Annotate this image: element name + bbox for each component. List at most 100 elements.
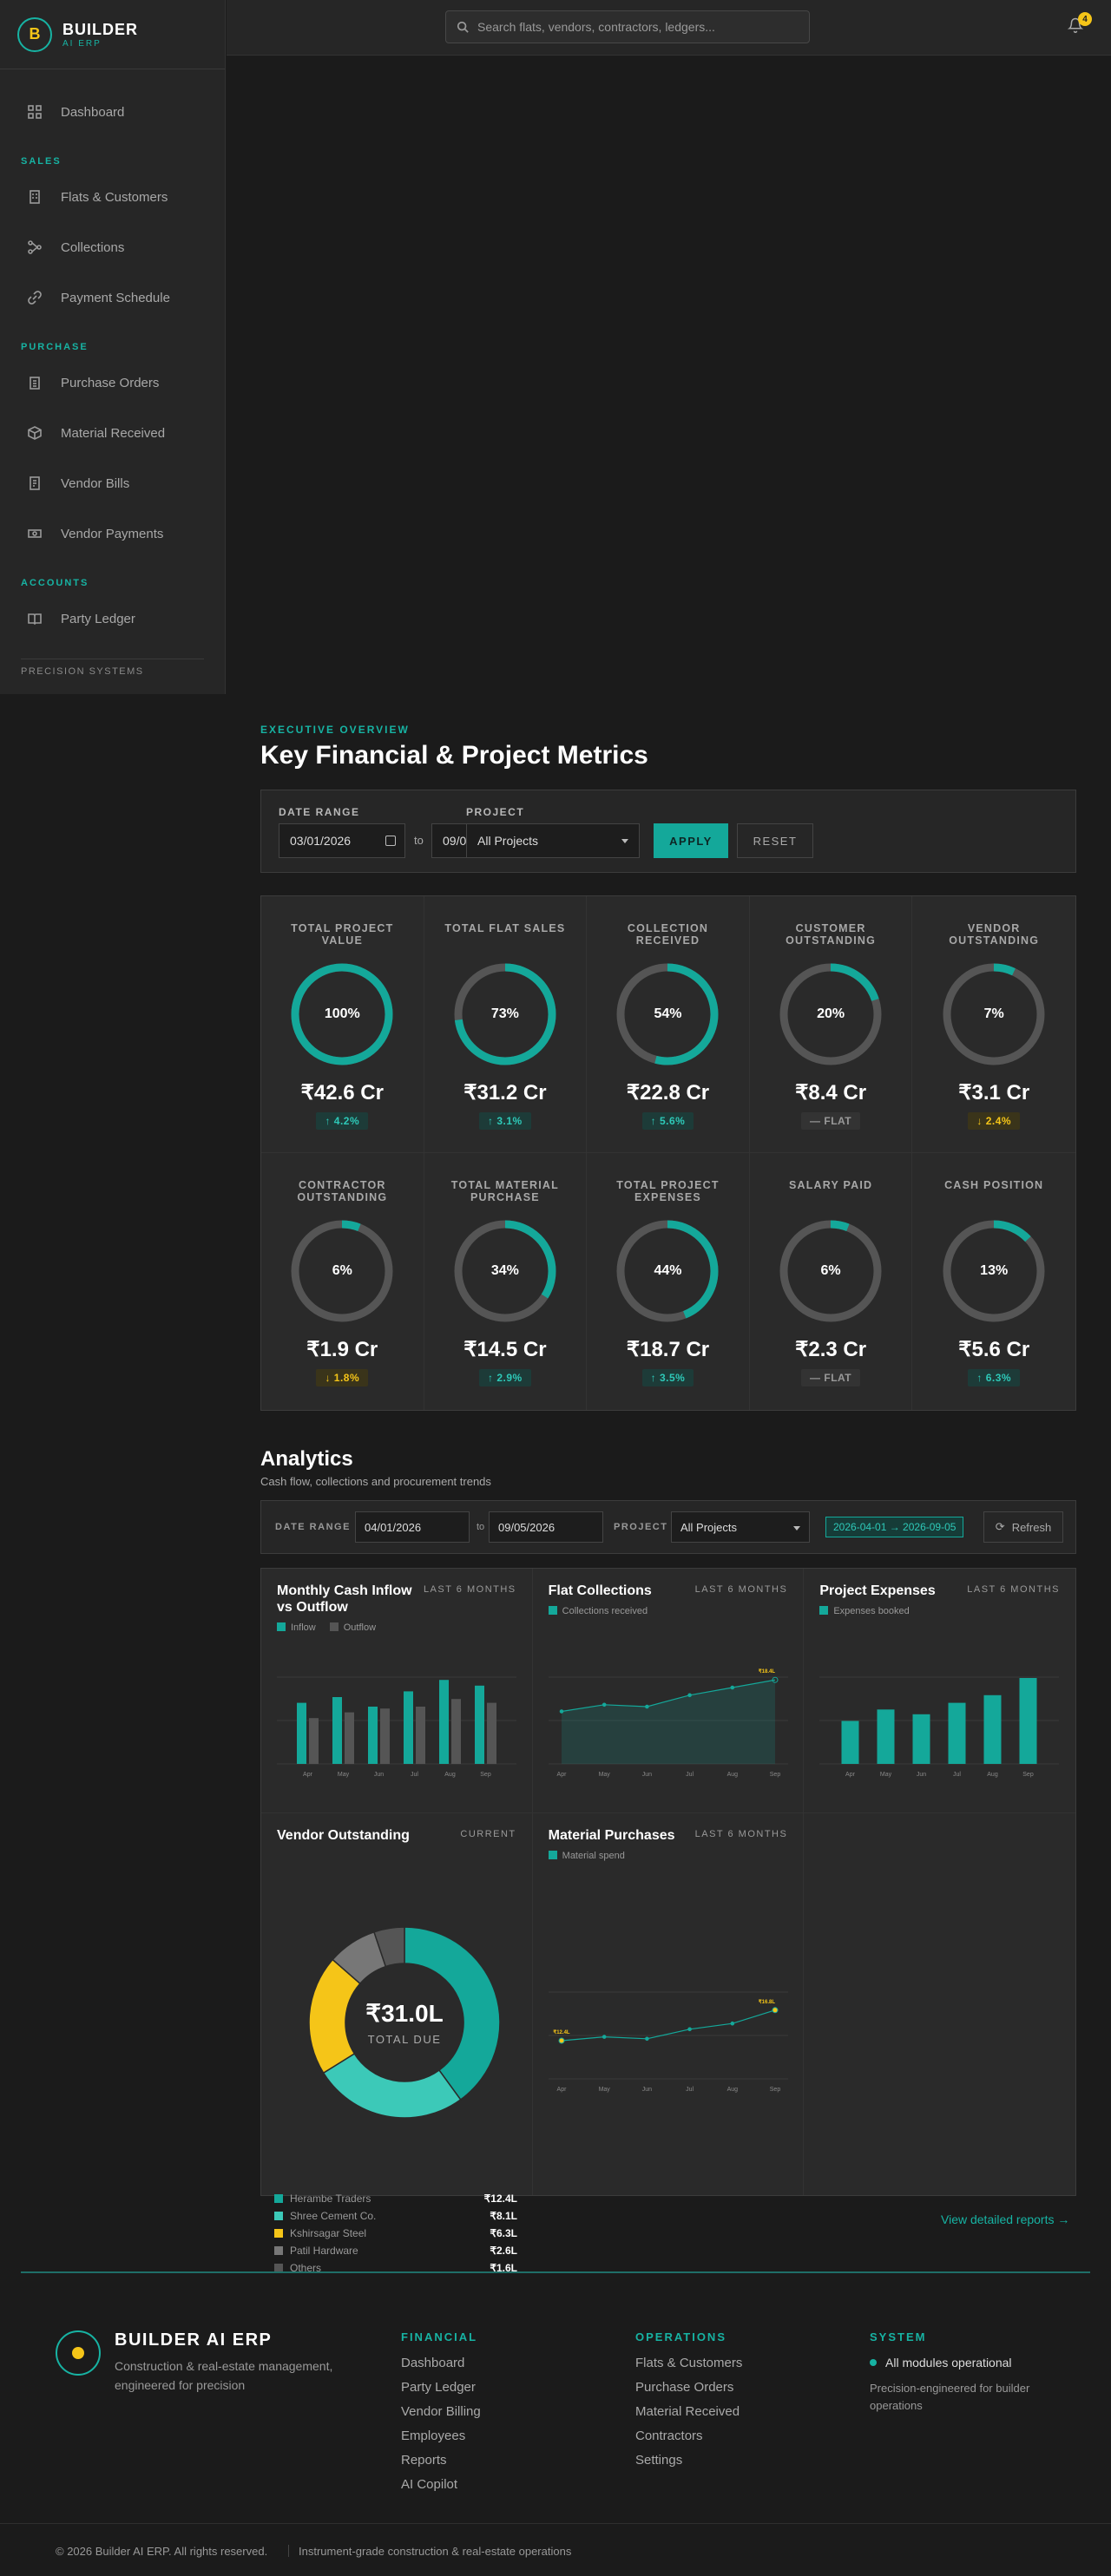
kpi-percent: 34%	[490, 1263, 519, 1278]
footer-link-material-received[interactable]: Material Received	[635, 2404, 740, 2419]
sidebar-item-collections[interactable]: Collections	[0, 222, 225, 272]
kpi-tile[interactable]: TOTAL PROJECT EXPENSES 44% ₹18.7 Cr ↑ 3.…	[587, 1153, 750, 1410]
project-select[interactable]: All Projects	[466, 823, 640, 858]
kpi-tile[interactable]: TOTAL FLAT SALES 73% ₹31.2 Cr ↑ 3.1%	[424, 896, 588, 1153]
chart-tag: LAST 6 MONTHS	[967, 1584, 1060, 1595]
donut-caption: TOTAL DUE	[367, 2033, 442, 2046]
sidebar-item-party-ledger[interactable]: Party Ledger	[0, 593, 225, 644]
brand-sub: AI ERP	[62, 38, 102, 49]
sidebar-item-material-received[interactable]: Material Received	[0, 408, 225, 458]
x-tick-label: Sep	[480, 1772, 491, 1778]
apply-button[interactable]: APPLY	[654, 823, 728, 858]
footer-link-dashboard[interactable]: Dashboard	[401, 2356, 465, 2370]
footer-link-party-ledger[interactable]: Party Ledger	[401, 2380, 476, 2395]
footer-link-flats[interactable]: Flats & Customers	[635, 2356, 743, 2370]
analytics-filter-bar: DATE RANGE 04/01/2026 to 09/05/2026 PROJ…	[260, 1500, 1076, 1554]
vendor-amount: ₹6.3L	[490, 2227, 517, 2239]
sidebar-item-payment-schedule[interactable]: Payment Schedule	[0, 272, 225, 323]
sidebar-item-label: Payment Schedule	[61, 290, 170, 305]
kpi-tile[interactable]: CASH POSITION 13% ₹5.6 Cr ↑ 6.3%	[912, 1153, 1075, 1410]
kpi-delta-value: 1.8%	[333, 1372, 360, 1384]
x-tick-label: Sep	[769, 1772, 780, 1778]
data-label: ₹18.4L	[758, 1668, 774, 1675]
bar	[487, 1702, 496, 1764]
kpi-percent: 100%	[324, 1006, 360, 1021]
footer-link-settings[interactable]: Settings	[635, 2453, 683, 2468]
bar	[841, 1721, 859, 1764]
bar	[345, 1712, 354, 1764]
refresh-button[interactable]: ⟳ Refresh	[983, 1511, 1063, 1543]
search-input[interactable]	[477, 20, 790, 34]
analytics-date-from-input[interactable]: 04/01/2026	[355, 1511, 470, 1543]
footer-link-reports[interactable]: Reports	[401, 2453, 447, 2468]
charts-grid: Monthly Cash Inflow vs Outflow LAST 6 MO…	[260, 1568, 1076, 2196]
kpi-percent: 6%	[820, 1263, 841, 1278]
kpi-progress-ring: 73%	[451, 960, 559, 1068]
chart-legend: Material spend	[548, 1851, 788, 1861]
kpi-tile[interactable]: SALARY PAID 6% ₹2.3 Cr — FLAT	[750, 1153, 913, 1410]
kpi-value: ₹1.9 Cr	[306, 1338, 378, 1361]
vendor-legend-row: Shree Cement Co. ₹8.1L	[274, 2207, 517, 2225]
x-tick-label: Apr	[556, 1772, 567, 1778]
kpi-tile[interactable]: VENDOR OUTSTANDING 7% ₹3.1 Cr ↓ 2.4%	[912, 896, 1075, 1153]
sidebar-item-flats[interactable]: Flats & Customers	[0, 172, 225, 222]
bar	[332, 1697, 342, 1764]
building-icon	[30, 190, 40, 204]
x-tick-label: May	[598, 1772, 610, 1778]
vendor-amount: ₹1.6L	[490, 2262, 517, 2274]
legend-swatch	[274, 2229, 283, 2238]
vendor-legend-row: Others ₹1.6L	[274, 2259, 517, 2277]
legend-item: Material spend	[548, 1851, 625, 1861]
search-box[interactable]	[445, 10, 810, 43]
bar	[439, 1680, 449, 1764]
vendor-name: Shree Cement Co.	[290, 2210, 377, 2222]
analytics-title: Analytics	[260, 1447, 353, 1471]
system-status-text: All modules operational	[885, 2356, 1012, 2370]
brand[interactable]: B BUILDER AI ERP	[0, 0, 225, 69]
x-tick-label: Aug	[988, 1772, 999, 1778]
kpi-percent: 6%	[332, 1263, 352, 1278]
footer-link-purchase-orders[interactable]: Purchase Orders	[635, 2380, 734, 2395]
kpi-tile[interactable]: CUSTOMER OUTSTANDING 20% ₹8.4 Cr — FLAT	[749, 896, 913, 1153]
system-description: Precision-engineered for builder operati…	[870, 2382, 1030, 2412]
kpi-delta-badge: ↑ 3.5%	[641, 1369, 694, 1386]
kpi-tile[interactable]: COLLECTION RECEIVED 54% ₹22.8 Cr ↑ 5.6%	[587, 896, 750, 1153]
bar	[416, 1707, 425, 1764]
kpi-tile[interactable]: TOTAL MATERIAL PURCHASE 34% ₹14.5 Cr ↑ 2…	[424, 1153, 588, 1410]
kpi-tile[interactable]: TOTAL PROJECT VALUE 100% ₹42.6 Cr ↑ 4.2%	[261, 896, 424, 1153]
view-detailed-reports-link[interactable]: View detailed reports →	[941, 2212, 1070, 2226]
legend-item: Expenses booked	[819, 1606, 910, 1616]
chart-tag: CURRENT	[460, 1829, 516, 1839]
sidebar-item-vendor-bills[interactable]: Vendor Bills	[0, 458, 225, 508]
legend-item: Collections received	[548, 1606, 648, 1616]
footer-bottom: © 2026 Builder AI ERP. All rights reserv…	[0, 2523, 1111, 2576]
analytics-project-select[interactable]: All Projects	[671, 1511, 810, 1543]
date-range-label: DATE RANGE	[275, 1522, 351, 1532]
bar	[380, 1708, 390, 1764]
footer-link-vendor-billing[interactable]: Vendor Billing	[401, 2404, 481, 2419]
chart-material-purchases: Material Purchases LAST 6 MONTHS Materia…	[533, 1813, 805, 2195]
kpi-label: CONTRACTOR OUTSTANDING	[297, 1179, 388, 1203]
x-tick-label: Jun	[641, 1772, 651, 1778]
footer-link-contractors[interactable]: Contractors	[635, 2429, 703, 2443]
bar	[948, 1702, 966, 1764]
vendor-name: Patil Hardware	[290, 2245, 358, 2257]
x-tick-label: Jul	[686, 1772, 694, 1778]
sidebar-item-vendor-payments[interactable]: Vendor Payments	[0, 508, 225, 559]
kpi-percent: 13%	[980, 1263, 1009, 1278]
kpi-ring-fill	[616, 963, 719, 1065]
footer-link-employees[interactable]: Employees	[401, 2429, 466, 2443]
notifications-button[interactable]: 4	[1067, 12, 1092, 36]
kpi-delta-badge: ↓ 1.8%	[316, 1369, 369, 1386]
sidebar-item-dashboard[interactable]: Dashboard	[0, 87, 225, 137]
analytics-date-to-input[interactable]: 09/05/2026	[489, 1511, 603, 1543]
footer-link-ai-copilot[interactable]: AI Copilot	[401, 2477, 458, 2492]
kpi-delta-value: 2.9%	[496, 1372, 523, 1384]
bar	[1019, 1678, 1037, 1764]
reset-button[interactable]: RESET	[737, 823, 813, 858]
date-from-input[interactable]: 03/01/2026	[279, 823, 405, 858]
sidebar-item-purchase-orders[interactable]: Purchase Orders	[0, 357, 225, 408]
data-point	[602, 2035, 607, 2039]
kpi-delta-badge: ↑ 2.9%	[479, 1369, 531, 1386]
kpi-tile[interactable]: CONTRACTOR OUTSTANDING 6% ₹1.9 Cr ↓ 1.8%	[261, 1153, 424, 1410]
